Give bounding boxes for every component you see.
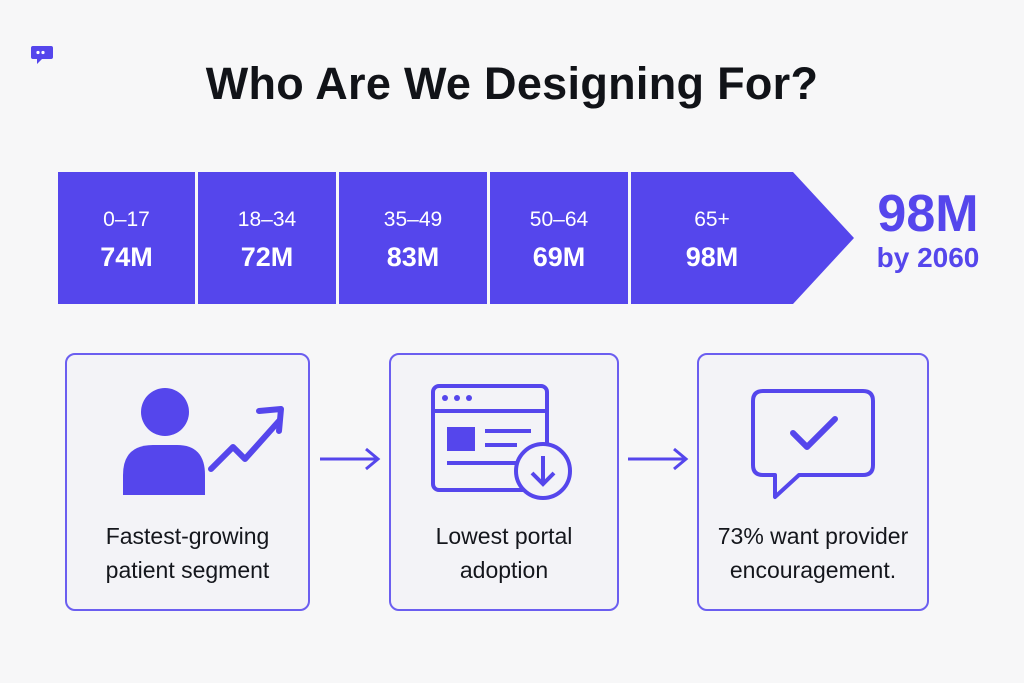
segment-age-label: 18–34 [237, 208, 297, 231]
chat-logo-icon [31, 46, 53, 64]
age-segment-18-34: 18–34 72M [198, 172, 336, 304]
segment-population-value: 69M [532, 242, 586, 272]
card-label: Fastest-growing patient segment [67, 519, 308, 587]
card-label-line: patient segment [105, 557, 270, 583]
chat-check-icon [751, 389, 875, 499]
card-fastest-growing: Fastest-growing patient segment [65, 353, 310, 611]
age-segment-0-17: 0–17 74M [58, 172, 195, 304]
projection-label: by 2060 [876, 242, 980, 273]
age-segment-50-64: 50–64 69M [490, 172, 628, 304]
card-label-line: Lowest portal [435, 523, 573, 549]
segment-age-label: 65+ [694, 208, 730, 231]
projection-value: 98M [877, 185, 979, 243]
portal-download-icon [431, 384, 572, 500]
segment-population-value: 98M [685, 242, 739, 272]
segment-population-value: 74M [100, 242, 153, 272]
card-label: Lowest portal adoption [391, 519, 617, 587]
card-label-line: 73% want provider [717, 523, 909, 549]
age-segment-65-plus: 65+ 98M [631, 172, 793, 304]
segment-age-label: 0–17 [103, 208, 150, 231]
age-segment-35-49: 35–49 83M [339, 172, 487, 304]
person-growth-icon [123, 388, 284, 495]
page-title: Who Are We Designing For? [205, 58, 819, 109]
segment-age-label: 50–64 [529, 208, 589, 231]
card-label-line: Fastest-growing [105, 523, 270, 549]
card-provider-encouragement: 73% want provider encouragement. [697, 353, 929, 611]
card-label: 73% want provider encouragement. [699, 519, 927, 587]
card-label-line: adoption [459, 557, 549, 583]
flow-arrow-icon [628, 447, 689, 471]
segment-population-value: 72M [240, 242, 294, 272]
card-portal-adoption: Lowest portal adoption [389, 353, 619, 611]
projection-callout: 98M by 2060 [858, 186, 998, 274]
card-label-line: encouragement. [729, 557, 897, 583]
segment-population-value: 83M [386, 242, 440, 272]
flow-arrow-icon [320, 447, 381, 471]
segment-age-label: 35–49 [383, 208, 443, 231]
age-segment-arrow-shape [631, 172, 854, 304]
